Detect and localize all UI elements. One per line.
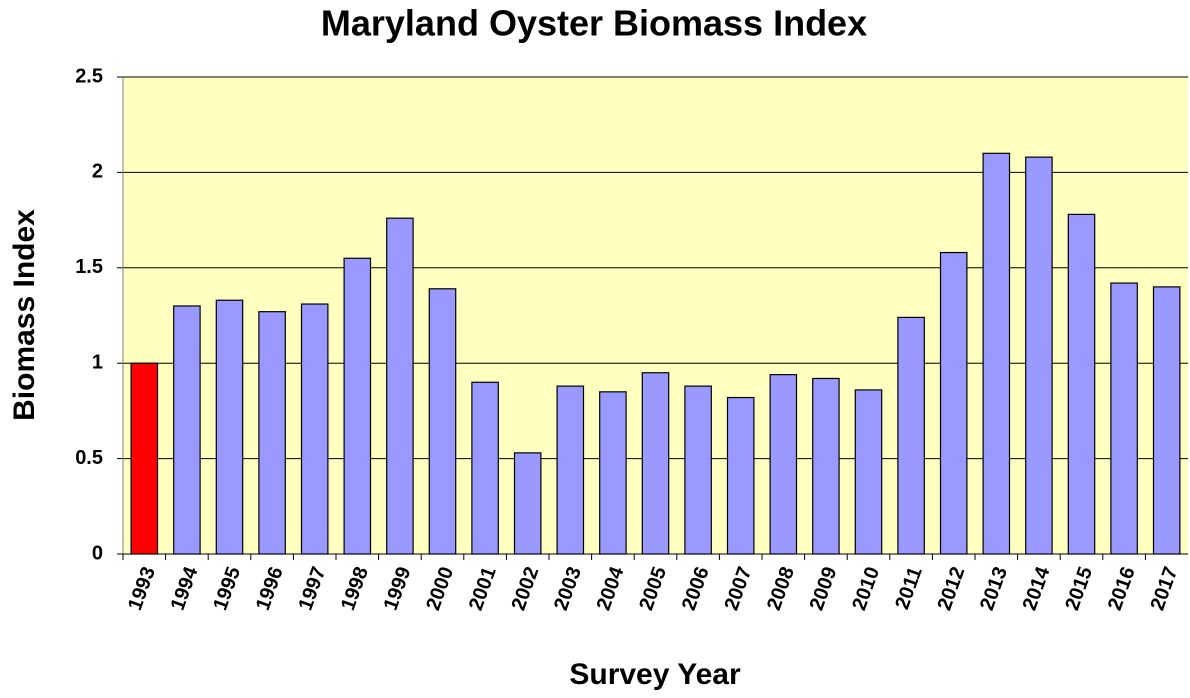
bar <box>386 217 414 555</box>
x-tick-label: 2007 <box>720 564 756 613</box>
bar <box>982 152 1011 555</box>
bar <box>897 316 925 555</box>
y-tick-label: 0 <box>92 542 103 564</box>
x-tick-label: 2002 <box>507 564 543 613</box>
bar <box>343 257 372 555</box>
bar <box>939 251 968 555</box>
bar <box>300 303 329 555</box>
bar <box>215 299 244 555</box>
x-tick-label: 2001 <box>465 564 501 613</box>
y-tick-label: 2 <box>92 161 103 183</box>
x-tick-label: 2010 <box>848 564 884 613</box>
y-tick-label: 0.5 <box>75 447 103 469</box>
x-tick-label: 1999 <box>380 564 416 613</box>
x-tick-label: 2014 <box>1019 563 1055 613</box>
x-tick-label: 2003 <box>550 564 586 613</box>
bar <box>471 381 499 555</box>
x-tick-label: 2000 <box>422 564 458 613</box>
x-tick-label: 2008 <box>763 564 799 613</box>
y-tick-label: 2.5 <box>75 65 103 87</box>
bar <box>1110 282 1138 555</box>
x-tick-label: 2006 <box>678 564 714 613</box>
bar <box>1025 156 1053 555</box>
bar <box>258 311 286 555</box>
bar <box>854 389 883 555</box>
x-tick-label: 2011 <box>891 564 927 612</box>
y-axis-label: Biomass Index <box>8 209 41 421</box>
chart-title: Maryland Oyster Biomass Index <box>321 3 867 44</box>
x-tick-label: 1994 <box>167 563 203 613</box>
bar <box>1152 286 1181 555</box>
x-tick-label: 2013 <box>976 564 1012 613</box>
bar <box>726 396 755 555</box>
x-tick-label: 2017 <box>1146 564 1182 613</box>
x-tick-label: 2015 <box>1061 564 1097 613</box>
x-tick-label: 1993 <box>124 564 160 613</box>
y-tick-label: 1 <box>92 351 103 373</box>
x-tick-label: 2009 <box>806 564 842 613</box>
x-tick-label: 2005 <box>635 564 671 613</box>
bar <box>1067 213 1096 555</box>
x-tick-label: 1997 <box>294 564 330 613</box>
bar <box>599 391 627 555</box>
bar <box>556 385 585 555</box>
x-tick-label: 2016 <box>1104 564 1140 613</box>
bar <box>641 372 670 555</box>
x-tick-label: 2012 <box>933 564 969 613</box>
bar <box>428 288 457 555</box>
bar <box>513 452 542 555</box>
x-tick-label: 1996 <box>252 564 288 613</box>
bar <box>769 374 798 555</box>
x-axis-label: Survey Year <box>569 658 741 691</box>
x-tick-label: 1995 <box>209 564 245 613</box>
x-tick-label: 1998 <box>337 564 373 613</box>
bar <box>684 385 712 555</box>
x-tick-label: 2004 <box>593 563 629 613</box>
bar <box>812 377 840 555</box>
bar <box>130 362 159 555</box>
bar <box>173 305 201 555</box>
y-tick-label: 1.5 <box>75 256 103 278</box>
